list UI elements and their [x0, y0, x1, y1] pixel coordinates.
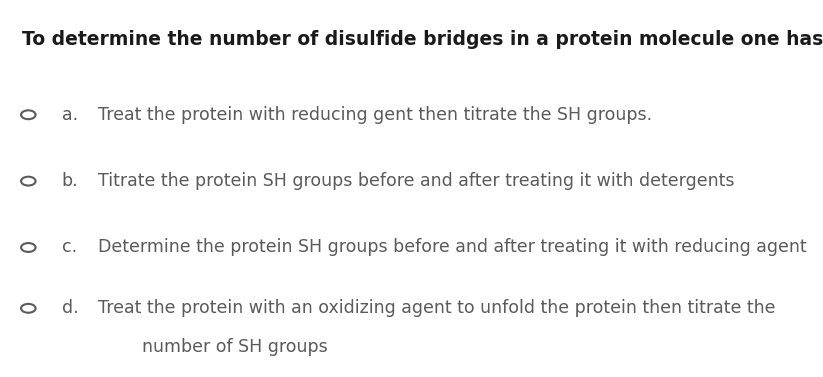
Text: Treat the protein with an oxidizing agent to unfold the protein then titrate the: Treat the protein with an oxidizing agen… [98, 299, 775, 317]
Text: To determine the number of disulfide bridges in a protein molecule one has to: To determine the number of disulfide bri… [22, 30, 823, 49]
Text: a.: a. [62, 106, 77, 124]
Text: d.: d. [62, 299, 78, 317]
Text: Determine the protein SH groups before and after treating it with reducing agent: Determine the protein SH groups before a… [98, 239, 807, 256]
Text: number of SH groups: number of SH groups [98, 338, 328, 356]
Text: Titrate the protein SH groups before and after treating it with detergents: Titrate the protein SH groups before and… [98, 172, 734, 190]
Text: Treat the protein with reducing gent then titrate the SH groups.: Treat the protein with reducing gent the… [98, 106, 652, 124]
Text: b.: b. [62, 172, 78, 190]
Text: c.: c. [62, 239, 77, 256]
